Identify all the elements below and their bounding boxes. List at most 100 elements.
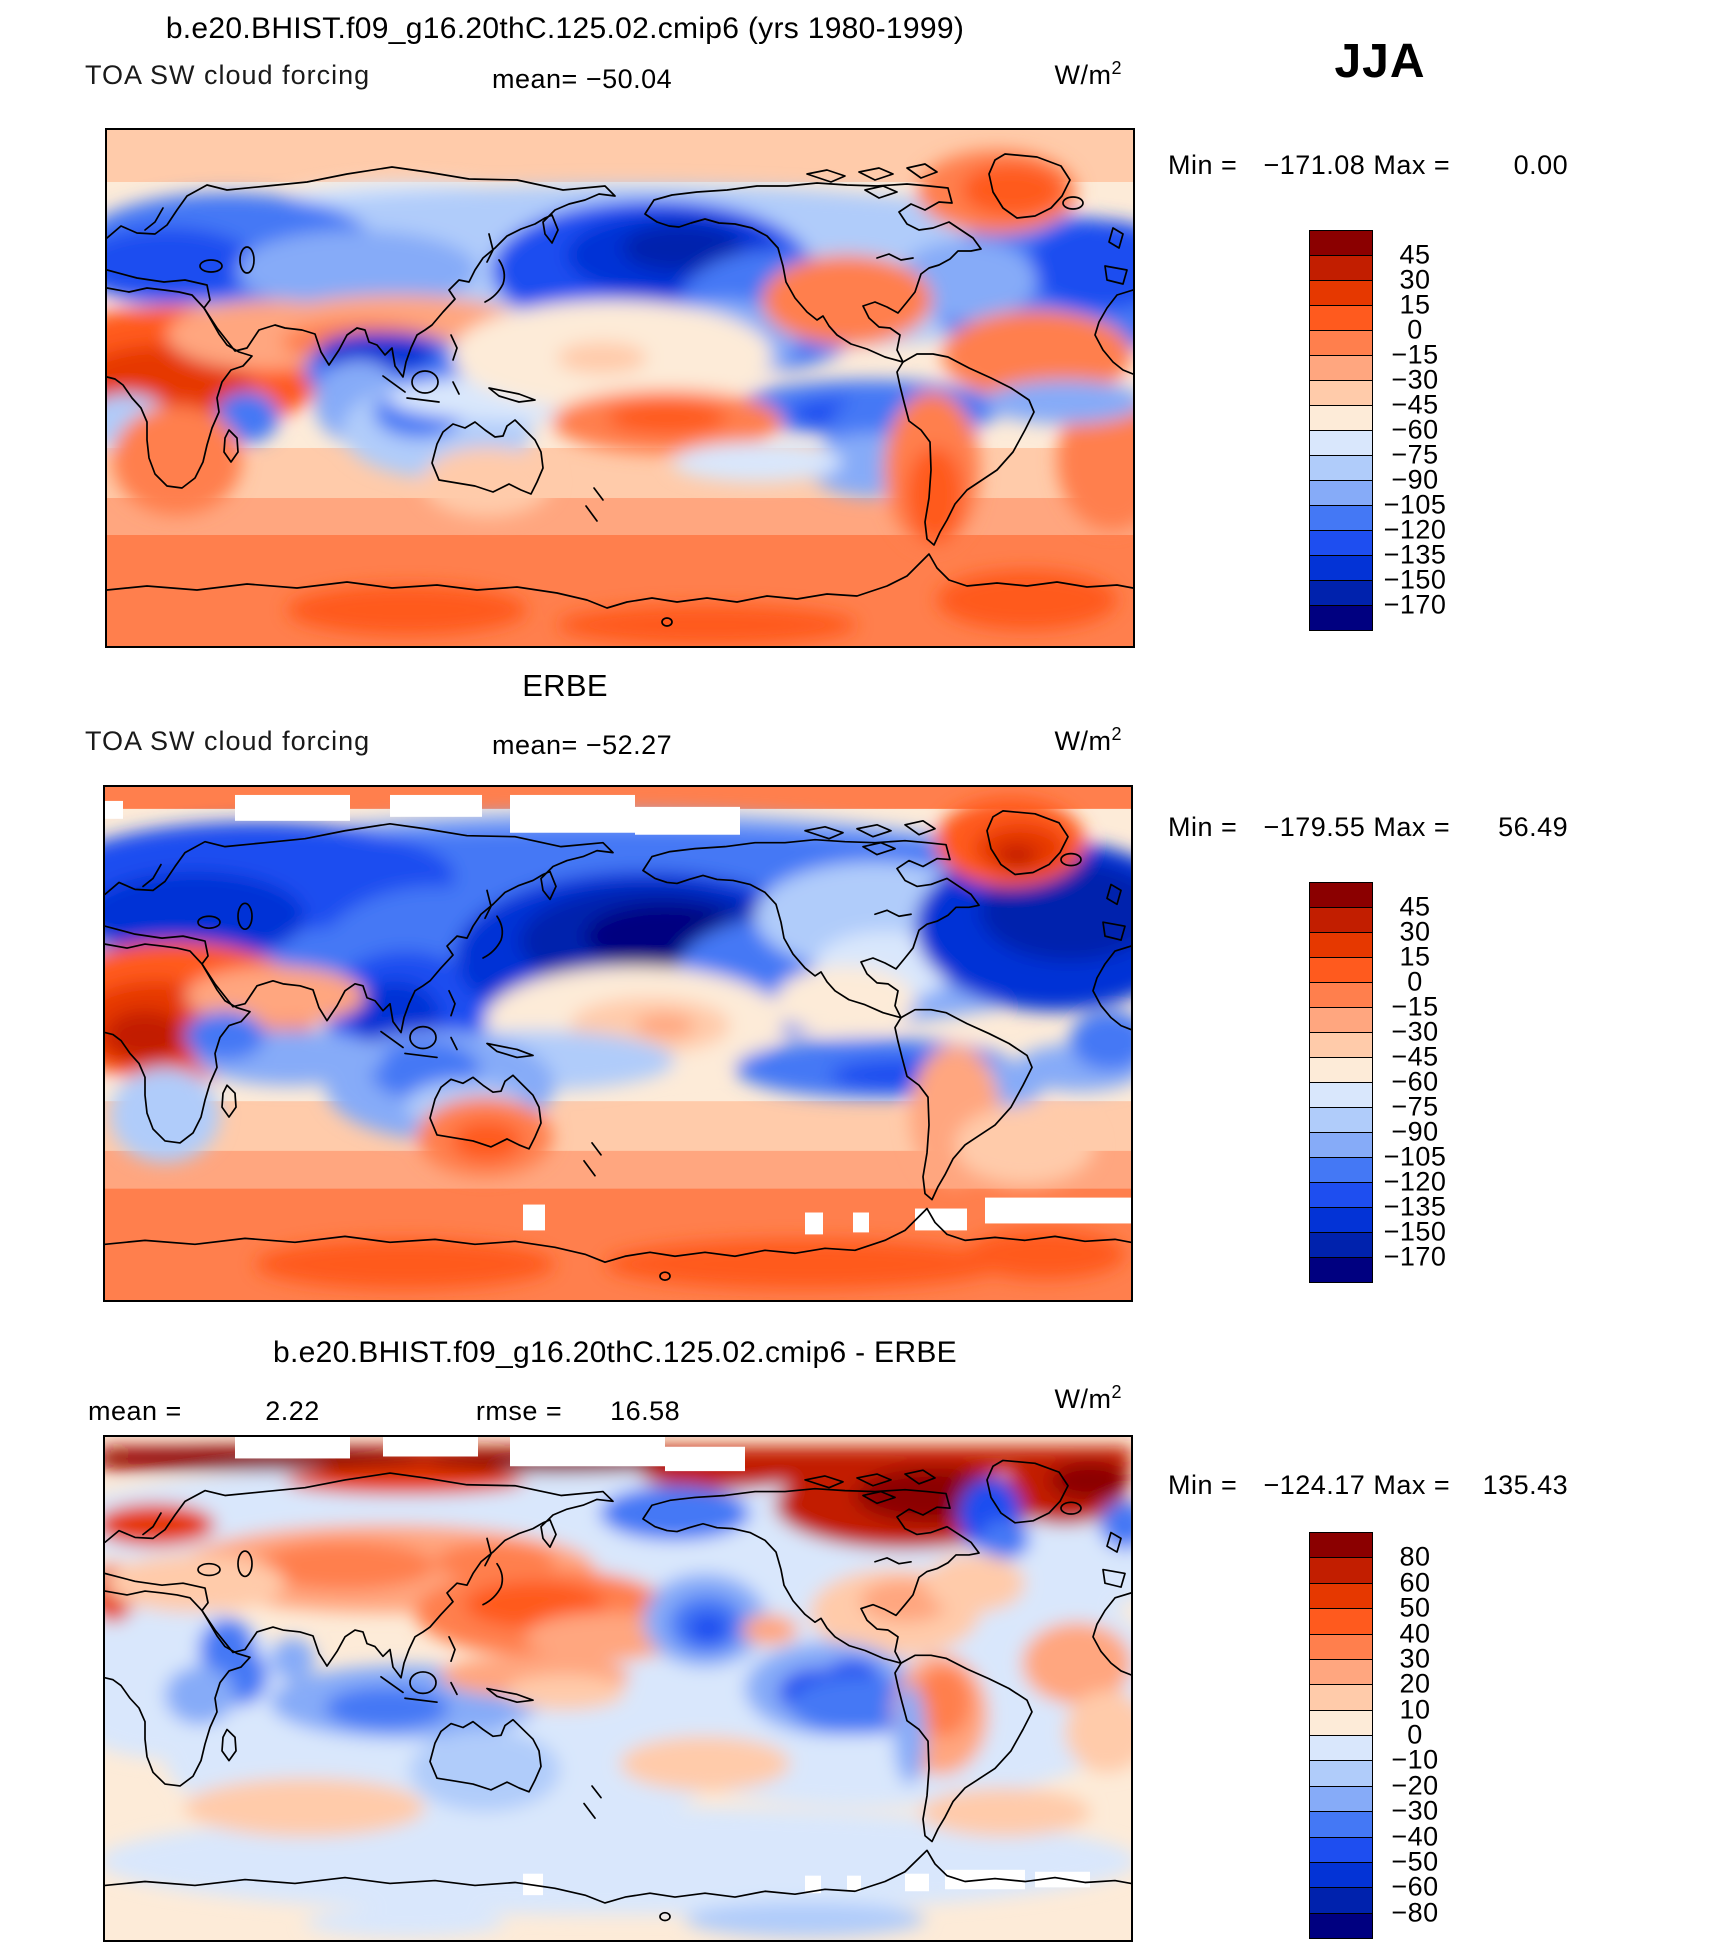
colorbar-tick-label: −60 xyxy=(1391,1066,1439,1097)
colorbar-tick-label: −45 xyxy=(1391,1041,1439,1072)
map-erbe xyxy=(103,785,1133,1302)
colorbar-model-labels: 45 30 15 0 −15 −30 −45 −60 −75 −90 −105 −120 −135 −15… xyxy=(1345,230,1485,630)
colorbar-segment xyxy=(1309,1058,1373,1083)
missing-data-mask xyxy=(105,794,1131,1235)
colorbar-diff-bar xyxy=(1309,1532,1373,1939)
colorbar-segment xyxy=(1309,1736,1373,1762)
colorbar-tick-label: −30 xyxy=(1391,1016,1439,1047)
colorbar-model: 45 30 15 0 −15 −30 −45 −60 −75 −90 −105 −120 −135 −15… xyxy=(1309,230,1509,631)
colorbar-tick-label: 0 xyxy=(1407,1719,1423,1750)
colorbar-tick-label: 80 xyxy=(1399,1541,1431,1572)
colorbar-segment xyxy=(1309,1710,1373,1736)
map-erbe-svg xyxy=(105,787,1131,1300)
panel3-stats: mean = 2.22 rmse = 16.58 xyxy=(88,1396,680,1427)
panel3-mean-label: mean = xyxy=(88,1396,182,1426)
colorbar-segment xyxy=(1309,1634,1373,1660)
colorbar-tick-label: 15 xyxy=(1399,941,1431,972)
colorbar-tick-label: −150 xyxy=(1383,564,1447,595)
colorbar-tick-label: 0 xyxy=(1407,966,1423,997)
colorbar-tick-label: −30 xyxy=(1391,1795,1439,1826)
colorbar-segment xyxy=(1309,1659,1373,1686)
colorbar-segment xyxy=(1309,1083,1373,1108)
colorbar-tick-label: 0 xyxy=(1407,314,1423,345)
colorbar-segment xyxy=(1309,1558,1373,1584)
colorbar-tick-label: −15 xyxy=(1391,991,1439,1022)
colorbar-tick-label: −90 xyxy=(1391,1116,1439,1147)
colorbar-segment xyxy=(1309,1033,1373,1058)
map-diff xyxy=(103,1435,1133,1942)
panel3-rmse-label: rmse = xyxy=(475,1396,563,1426)
colorbar-segment xyxy=(1309,1108,1373,1133)
colorbar-segment xyxy=(1309,933,1373,958)
panel1-units: W/m2 xyxy=(1054,58,1122,90)
colorbar-segment xyxy=(1309,431,1373,456)
colorbar-segment xyxy=(1309,1158,1373,1183)
colorbar-tick-label: −60 xyxy=(1391,414,1439,445)
colorbar-segment xyxy=(1309,506,1373,531)
panel1-mean: mean= −50.04 xyxy=(492,64,672,95)
colorbar-segment xyxy=(1309,606,1373,631)
colorbar-segment xyxy=(1309,381,1373,406)
panel2-min-value: −179.55 xyxy=(1263,812,1366,842)
colorbar-tick-label: −50 xyxy=(1391,1846,1439,1877)
colorbar-segment xyxy=(1309,256,1373,281)
panel3-mean-value: 2.22 xyxy=(265,1396,320,1426)
colorbar-tick-label: −75 xyxy=(1391,439,1439,470)
colorbar-segment xyxy=(1309,581,1373,606)
panel3-units: W/m2 xyxy=(1054,1382,1122,1414)
colorbar-segment xyxy=(1309,983,1373,1008)
colorbar-segment xyxy=(1309,1258,1373,1283)
colorbar-segment xyxy=(1309,883,1373,908)
colorbar-tick-label: −150 xyxy=(1383,1216,1447,1247)
colorbar-tick-label: −60 xyxy=(1391,1871,1439,1902)
colorbar-tick-label: −170 xyxy=(1383,1241,1447,1272)
colorbar-segment xyxy=(1309,1583,1373,1610)
colorbar-tick-label: −75 xyxy=(1391,1091,1439,1122)
season-label: JJA xyxy=(1334,35,1426,88)
panel2-max-value: 56.49 xyxy=(1498,812,1569,842)
colorbar-tick-label: 30 xyxy=(1399,264,1431,295)
colorbar-segment xyxy=(1309,281,1373,306)
colorbar-segment xyxy=(1309,908,1373,933)
colorbar-tick-label: −135 xyxy=(1383,1191,1447,1222)
colorbar-segment xyxy=(1309,456,1373,481)
panel2-minmax: Min = −179.55 Max = 56.49 xyxy=(1168,812,1569,842)
map-model xyxy=(105,128,1135,648)
panel2-title: ERBE xyxy=(522,668,608,703)
colorbar-tick-label: −30 xyxy=(1391,364,1439,395)
colorbar-tick-label: −90 xyxy=(1391,464,1439,495)
colorbar-segment xyxy=(1309,1133,1373,1158)
colorbar-segment xyxy=(1309,1862,1373,1889)
panel3-max-value: 135.43 xyxy=(1482,1470,1569,1500)
colorbar-tick-label: −45 xyxy=(1391,389,1439,420)
panel1-minmax: Min = −171.08 Max = 0.00 xyxy=(1168,150,1569,180)
colorbar-segment xyxy=(1309,1685,1373,1711)
panel3-title: b.e20.BHIST.f09_g16.20thC.125.02.cmip6 -… xyxy=(273,1336,957,1369)
colorbar-segment xyxy=(1309,1913,1373,1939)
panel1-variable-label: TOA SW cloud forcing xyxy=(85,60,371,90)
colorbar-segment xyxy=(1309,1183,1373,1208)
colorbar-tick-label: 20 xyxy=(1399,1668,1431,1699)
colorbar-segment xyxy=(1309,1208,1373,1233)
colorbar-segment xyxy=(1309,1609,1373,1635)
panel2-variable-label: TOA SW cloud forcing xyxy=(85,726,371,756)
colorbar-segment xyxy=(1309,1888,1373,1914)
colorbar-tick-label: −120 xyxy=(1383,1166,1447,1197)
colorbar-tick-label: 60 xyxy=(1399,1567,1431,1598)
colorbar-tick-label: 10 xyxy=(1399,1694,1431,1725)
colorbar-segment xyxy=(1309,1786,1373,1813)
panel1-mean-label: mean= xyxy=(492,64,578,94)
panel2-units: W/m2 xyxy=(1054,724,1122,756)
colorbar-tick-label: −135 xyxy=(1383,539,1447,570)
colorbar-erbe: 45 30 15 0 −15 −30 −45 −60 −75 −90 −105 −120 −135 −15… xyxy=(1309,882,1509,1283)
panel2-mean: mean= −52.27 xyxy=(492,730,672,761)
colorbar-tick-label: −105 xyxy=(1383,489,1447,520)
colorbar-segment xyxy=(1309,231,1373,256)
panel2-mean-label: mean= xyxy=(492,730,578,760)
colorbar-tick-label: 45 xyxy=(1399,891,1431,922)
colorbar-tick-label: 40 xyxy=(1399,1618,1431,1648)
colorbar-diff-labels: 80 60 50 40 30 20 10 0 −10 −20 −30 −40 −50 −60 −80 xyxy=(1345,1532,1485,1938)
colorbar-erbe-bar xyxy=(1309,882,1373,1283)
panel1-min-value: −171.08 xyxy=(1263,150,1366,180)
colorbar-tick-label: −120 xyxy=(1383,514,1447,545)
